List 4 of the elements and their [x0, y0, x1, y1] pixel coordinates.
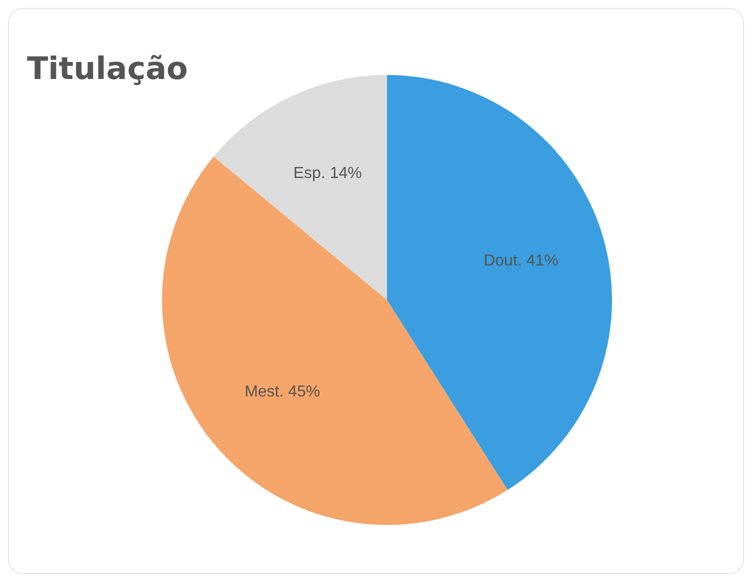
chart-title: Titulação — [27, 51, 188, 87]
slice-label: Dout. 41% — [484, 252, 558, 270]
slice-label: Mest. 45% — [244, 384, 320, 401]
slice-label: Esp. 14% — [293, 165, 362, 182]
